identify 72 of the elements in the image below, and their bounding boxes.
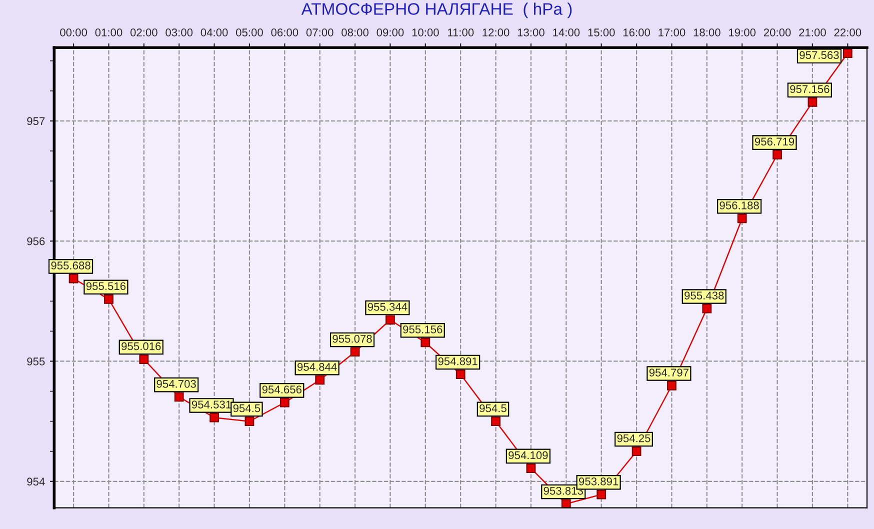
data-label: 954.25 [617, 434, 650, 442]
data-label: 957.563 [800, 51, 839, 60]
point [737, 214, 747, 224]
data-label: 953.891 [579, 477, 618, 486]
x-tick-label: 09:00 [376, 28, 404, 36]
data-label: 955.438 [684, 292, 724, 300]
data-label: 954.656 [262, 386, 302, 394]
point [808, 97, 818, 107]
data-label: 954.797 [649, 368, 688, 376]
data-label: 954.891 [438, 357, 478, 366]
data-label: 954.5 [233, 404, 260, 412]
point [491, 416, 500, 426]
point [280, 398, 290, 408]
point [772, 150, 782, 160]
data-label: 955.688 [51, 262, 90, 270]
x-tick-label: 10:00 [412, 28, 439, 36]
x-tick-label: 13:00 [518, 28, 544, 36]
y-tick-label: 955 [27, 358, 45, 366]
point [632, 446, 642, 456]
x-tick-label: 18:00 [694, 28, 720, 36]
data-label: 955.156 [403, 325, 442, 334]
data-label: 954.109 [508, 451, 548, 460]
point [139, 354, 149, 364]
point [350, 347, 360, 357]
data-label: 954.5 [480, 404, 506, 412]
x-tick-label: 06:00 [271, 28, 298, 36]
point [420, 338, 430, 348]
x-tick-label: 04:00 [200, 28, 228, 36]
x-tick-label: 20:00 [764, 28, 791, 36]
data-label: 955.078 [332, 334, 372, 343]
x-tick-label: 08:00 [342, 28, 369, 36]
data-label: 955.344 [368, 302, 408, 311]
point [842, 48, 852, 58]
data-label: 957.156 [790, 85, 830, 94]
y-tick-label: 954 [27, 478, 45, 486]
y-tick-label: 957 [27, 117, 45, 126]
x-tick-label: 05:00 [236, 28, 263, 36]
x-tick-label: 21:00 [799, 28, 826, 36]
x-tick-label: 14:00 [553, 28, 580, 36]
x-tick-label: 00:00 [60, 28, 88, 36]
x-tick-label: 02:00 [130, 28, 158, 36]
point [104, 294, 114, 304]
point [667, 380, 676, 390]
point [68, 274, 78, 284]
x-tick-label: 03:00 [166, 28, 193, 36]
data-label: 954.703 [156, 380, 196, 388]
point [596, 490, 606, 500]
x-tick-label: 19:00 [729, 28, 756, 36]
point [526, 464, 536, 473]
point [702, 304, 712, 314]
chart-title: АТМОСФЕРНО НАЛЯГАНЕ ( hPa ) [301, 2, 572, 18]
x-tick-label: 15:00 [588, 28, 615, 36]
x-tick-label: 22:00 [834, 28, 862, 36]
data-label: 956.188 [720, 201, 759, 210]
point [456, 370, 466, 380]
x-tick-label: 01:00 [95, 28, 122, 36]
x-tick-label: 12:00 [482, 28, 510, 36]
x-tick-label: 16:00 [623, 28, 650, 36]
data-label: 955.016 [122, 342, 161, 350]
x-tick-label: 07:00 [306, 28, 334, 36]
x-tick-label: 17:00 [658, 28, 686, 36]
data-label: 955.516 [86, 282, 126, 290]
point [315, 375, 325, 385]
point [561, 499, 571, 508]
point [174, 392, 184, 402]
point [210, 412, 219, 422]
y-tick-label: 956 [27, 237, 45, 246]
point [386, 315, 395, 325]
data-label: 956.719 [754, 138, 794, 146]
x-tick-label: 11:00 [448, 28, 474, 36]
point [244, 416, 254, 426]
data-label: 954.844 [298, 362, 337, 371]
